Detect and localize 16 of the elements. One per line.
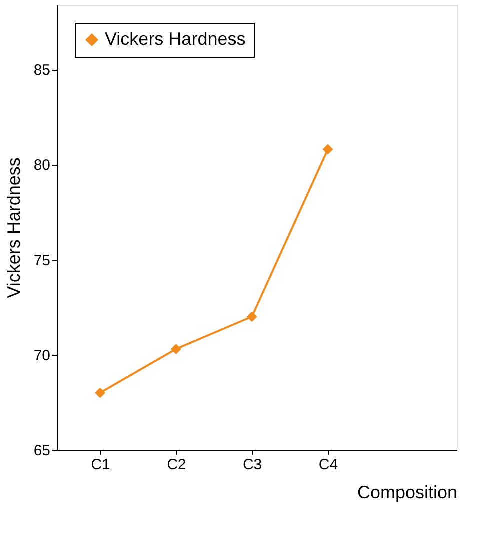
point [170, 344, 182, 354]
y-tick-label: 75 [34, 252, 50, 270]
point [246, 312, 258, 322]
y-axis-title: Vickers Hardness [4, 158, 24, 298]
x-axis-title: Composition [357, 482, 458, 502]
x-tick-label: C2 [167, 456, 186, 474]
point [95, 388, 106, 398]
y-tick-label: 85 [34, 62, 50, 80]
y-tick-label: 70 [34, 347, 50, 364]
x-tick-label: C3 [242, 456, 262, 474]
point [322, 144, 334, 155]
y-tick-label: 65 [34, 442, 50, 460]
x-tick-label: C1 [91, 456, 110, 474]
x-tick-label: C4 [318, 456, 338, 474]
legend-label: Vickers Hardness [105, 29, 246, 49]
y-tick-label: 80 [34, 157, 50, 174]
